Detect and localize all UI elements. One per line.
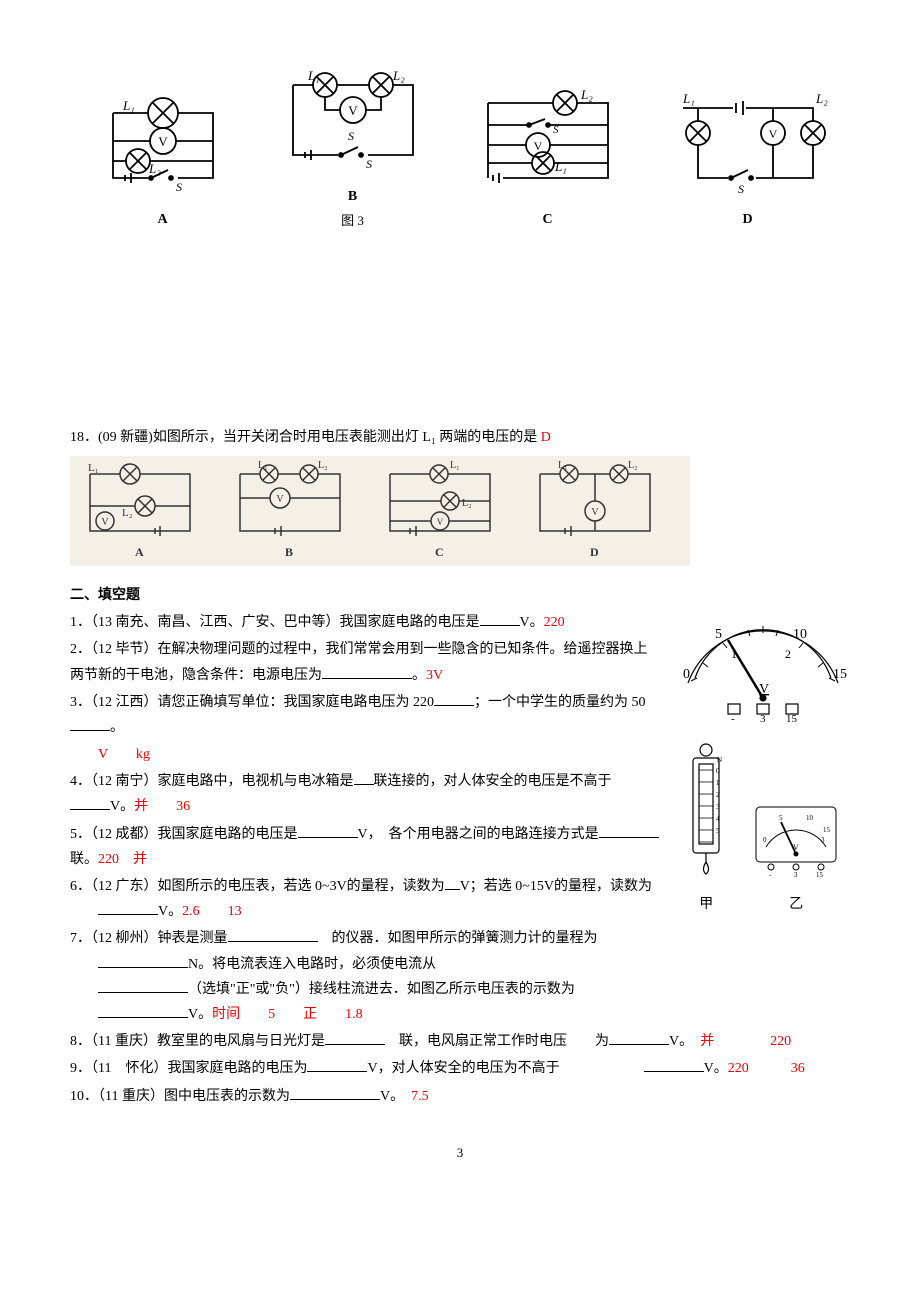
svg-text:L₂: L₂ <box>815 91 828 106</box>
svg-text:L₁: L₁ <box>450 460 460 471</box>
fig-yi-label: 乙 <box>751 892 841 917</box>
svg-text:L₁: L₁ <box>258 460 268 471</box>
svg-text:L₂: L₂ <box>392 68 405 83</box>
svg-text:V: V <box>533 139 542 153</box>
svg-text:10: 10 <box>806 814 814 822</box>
bottom-instrument-figures: 0 1 2 3 4 5 N 甲 <box>670 742 850 916</box>
svg-text:B: B <box>285 545 293 559</box>
svg-text:10: 10 <box>793 627 807 642</box>
fig-jia-label: 甲 <box>679 892 734 917</box>
svg-text:3: 3 <box>760 713 766 723</box>
svg-text:S: S <box>348 129 354 143</box>
svg-text:L₁: L₁ <box>88 462 99 474</box>
svg-text:2: 2 <box>785 647 791 661</box>
svg-text:3: 3 <box>716 803 720 811</box>
svg-text:0: 0 <box>716 767 720 775</box>
circuit-a: V L₁ L₂ S A <box>93 83 233 232</box>
svg-text:1: 1 <box>716 779 720 787</box>
svg-text:L₁: L₁ <box>554 159 567 174</box>
svg-text:L₂: L₂ <box>580 87 593 102</box>
svg-text:5: 5 <box>716 827 720 835</box>
q18-text: 18．(09 新疆)如图所示，当开关闭合时用电压表能测出灯 L₁ 两端的电压的是 <box>70 430 541 445</box>
svg-text:15: 15 <box>786 713 798 723</box>
small-voltmeter-figure: 0 3 5 10 15 V - 3 15 乙 <box>751 742 841 916</box>
circuit-b: V L₁ L₂ S S B 图 3 <box>278 60 428 233</box>
svg-text:V: V <box>276 494 284 505</box>
svg-text:0: 0 <box>763 836 767 844</box>
voltmeter-figure: 0 5 10 15 1 2 V - 3 15 <box>670 608 850 732</box>
circuit-label-a: A <box>93 207 233 232</box>
svg-text:S: S <box>176 180 182 194</box>
svg-text:3: 3 <box>794 871 798 879</box>
svg-text:S: S <box>738 182 744 196</box>
svg-text:S: S <box>366 157 372 171</box>
spring-scale-figure: 0 1 2 3 4 5 N 甲 <box>679 742 734 916</box>
svg-text:V: V <box>759 682 769 697</box>
svg-text:L₁: L₁ <box>122 98 135 113</box>
figure-label: 图 3 <box>278 209 428 232</box>
section-2-title: 二、填空题 <box>70 583 850 608</box>
svg-text:5: 5 <box>779 814 783 822</box>
svg-text:L₁: L₁ <box>307 68 320 83</box>
svg-text:L₁: L₁ <box>682 91 695 106</box>
svg-text:A: A <box>135 545 144 559</box>
svg-text:15: 15 <box>823 826 831 834</box>
svg-text:V: V <box>437 517 444 527</box>
fill-q9: 9．（11 怀化）我国家庭电路的电压为V，对人体安全的电压为不高于 V。220 … <box>70 1056 850 1081</box>
svg-text:V: V <box>793 843 799 852</box>
question-18: 18．(09 新疆)如图所示，当开关闭合时用电压表能测出灯 L₁ 两端的电压的是… <box>70 425 850 450</box>
circuit-c: V L₂ S L₁ C <box>473 83 623 232</box>
svg-text:C: C <box>435 545 444 559</box>
svg-text:15: 15 <box>833 667 847 682</box>
svg-text:L₁: L₁ <box>558 460 568 471</box>
circuit-label-b: B <box>278 184 428 209</box>
fill-q8: 8．（11 重庆）教室里的电风扇与日光灯是 联，电风扇正常工作时电压 为V。 并… <box>70 1029 850 1054</box>
svg-text:L₂: L₂ <box>122 507 133 519</box>
svg-text:L₂: L₂ <box>462 498 472 509</box>
svg-text:L₂: L₂ <box>148 161 161 176</box>
side-figures: 0 5 10 15 1 2 V - 3 15 0 <box>670 608 850 917</box>
svg-text:D: D <box>590 545 599 559</box>
svg-text:L₂: L₂ <box>318 460 328 471</box>
svg-text:V: V <box>101 517 109 528</box>
circuit-diagram-row: V L₁ L₂ S A V L₁ L₂ <box>70 60 850 233</box>
svg-text:-: - <box>769 871 772 879</box>
q18-circuit-row: V L₁ L₂ A V L₁ L₂ B V L₁ L₂ <box>70 456 850 575</box>
svg-text:2: 2 <box>716 791 720 799</box>
svg-text:V: V <box>591 507 599 518</box>
svg-text:V: V <box>348 103 358 118</box>
svg-text:N: N <box>717 756 722 764</box>
svg-text:5: 5 <box>715 627 722 642</box>
svg-text:0: 0 <box>683 667 690 682</box>
svg-text:-: - <box>731 713 735 723</box>
svg-text:4: 4 <box>716 815 720 823</box>
svg-text:L₂: L₂ <box>628 460 638 471</box>
circuit-label-c: C <box>473 207 623 232</box>
svg-text:V: V <box>158 134 168 149</box>
svg-text:S: S <box>553 124 559 136</box>
svg-text:V: V <box>768 127 777 141</box>
circuit-d: V L₁ L₂ S D <box>668 83 828 232</box>
fill-q7: 7．（12 柳州）钟表是测量 的仪器．如图甲所示的弹簧测力计的量程为N。将电流表… <box>70 926 850 1027</box>
svg-text:1: 1 <box>731 647 737 661</box>
q18-answer: D <box>541 430 551 445</box>
circuit-label-d: D <box>668 207 828 232</box>
page-number: 3 <box>70 1141 850 1164</box>
fill-q10: 10．（11 重庆）图中电压表的示数为V。 7.5 <box>70 1084 850 1109</box>
svg-text:15: 15 <box>816 871 824 879</box>
svg-text:3: 3 <box>821 836 825 844</box>
